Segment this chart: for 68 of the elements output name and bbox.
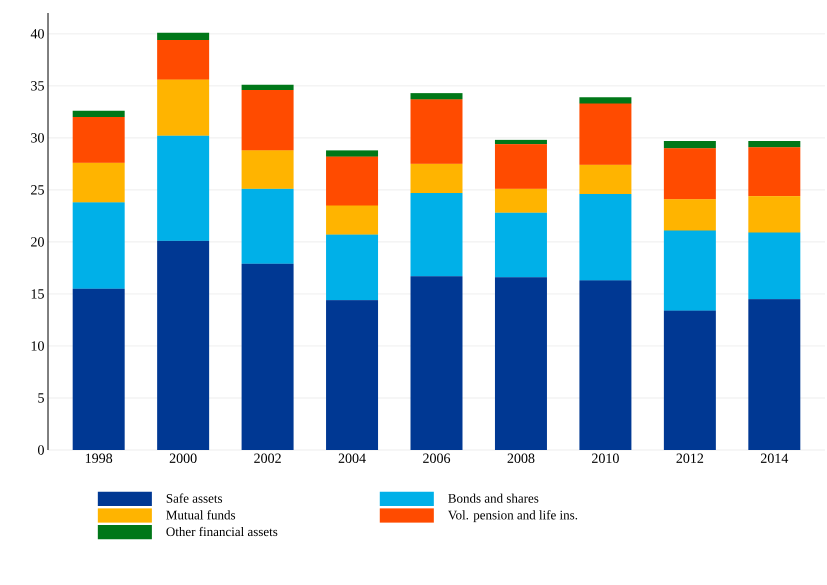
bar (494, 144, 547, 189)
legend-label: Vol. pension and life ins. (448, 510, 578, 522)
bar (72, 117, 125, 163)
bar (748, 232, 800, 300)
bar (410, 93, 462, 100)
bar (494, 277, 547, 450)
bar (242, 84, 294, 90)
bar (748, 147, 800, 196)
bar (242, 90, 294, 150)
y-tick-label: 30 (31, 133, 44, 143)
legend-label: Mutual funds (166, 510, 236, 520)
bar (579, 280, 632, 450)
x-tick-label: 2000 (170, 454, 197, 463)
x-tick-label: 2002 (254, 454, 281, 463)
legend-label: Safe assets (166, 494, 222, 503)
y-tick-label: 35 (31, 81, 44, 91)
bar (664, 310, 716, 450)
y-tick-label: 25 (31, 185, 44, 195)
bar (72, 288, 125, 450)
bar (157, 136, 210, 241)
bar (326, 156, 378, 206)
x-tick-label: 2012 (676, 454, 704, 463)
bar (410, 99, 462, 164)
y-tick-label: 40 (30, 29, 44, 39)
bar (748, 196, 800, 233)
y-tick-label: 5 (38, 393, 44, 403)
x-tick-label: 2014 (760, 454, 788, 463)
bar (410, 276, 462, 450)
x-tick-label: 2010 (592, 454, 619, 463)
y-tick-label: 15 (32, 289, 44, 299)
bar (242, 188, 294, 264)
x-tick-label: 2004 (338, 454, 366, 463)
bar (72, 162, 125, 202)
y-tick-label: 10 (32, 341, 44, 351)
y-tick-label: 20 (31, 237, 44, 247)
x-tick-label: 1998 (86, 454, 112, 463)
bar (494, 188, 547, 213)
bar (664, 148, 716, 200)
bar (664, 140, 716, 148)
bar (748, 299, 800, 450)
bar (157, 240, 210, 450)
bar (579, 194, 632, 280)
bar (157, 40, 210, 80)
bar (664, 230, 716, 311)
bar (410, 192, 462, 276)
bar (748, 140, 800, 148)
bar (326, 150, 378, 157)
bar (242, 150, 294, 189)
bar (494, 140, 547, 144)
bar (579, 164, 632, 194)
legend-label: Bonds and shares (448, 494, 538, 503)
bar (494, 212, 547, 278)
x-tick-label: 2008 (508, 454, 534, 463)
bar (410, 164, 462, 193)
bar (326, 234, 378, 300)
bar (157, 32, 210, 40)
bar (664, 199, 716, 230)
x-tick-label: 2006 (423, 454, 450, 463)
bar (72, 110, 125, 118)
bar (326, 300, 378, 450)
bar (326, 205, 378, 235)
bar (72, 202, 125, 289)
bar (157, 80, 210, 136)
legend-label: Other financial assets (166, 526, 278, 536)
bar (579, 104, 632, 165)
bar (579, 97, 632, 104)
y-tick-label: 0 (38, 445, 44, 455)
bar (242, 264, 294, 450)
